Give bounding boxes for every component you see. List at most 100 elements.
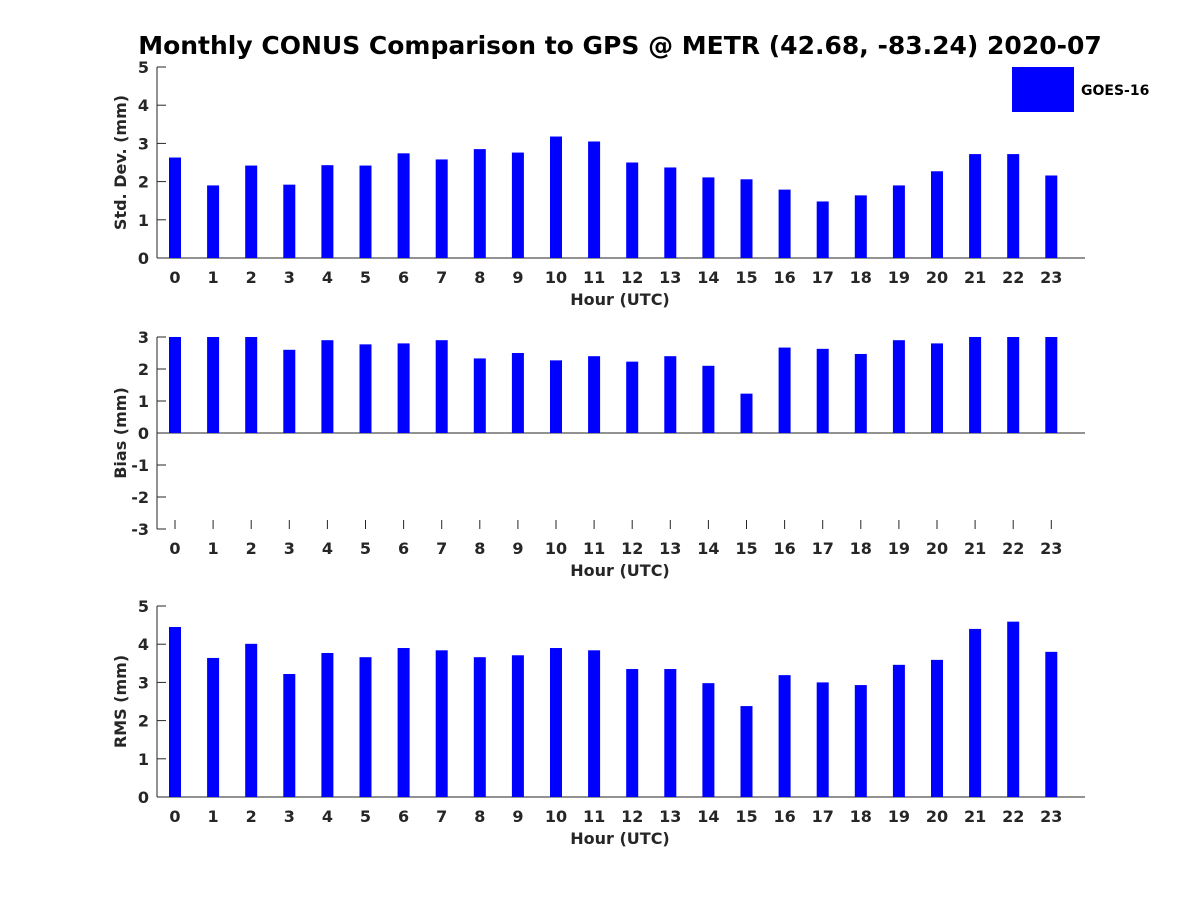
rms-x-tick-label: 15	[735, 807, 757, 826]
std-bar-hour-3	[283, 184, 296, 258]
rms-bar-hour-21	[969, 628, 982, 797]
bias-bar-hour-13	[664, 356, 677, 433]
std-x-tick-label: 9	[512, 268, 523, 287]
bias-x-tick-label: 6	[398, 539, 409, 558]
bias-x-tick-label: 9	[512, 539, 523, 558]
bias-y-tick-label: -2	[131, 488, 149, 507]
std-x-tick-label: 22	[1002, 268, 1024, 287]
std-bar-hour-1	[207, 185, 220, 258]
rms-x-tick-label: 2	[246, 807, 257, 826]
bias-bar-hour-23	[1045, 337, 1058, 433]
bias-x-tick-label: 16	[773, 539, 795, 558]
std-x-tick-label: 18	[850, 268, 872, 287]
rms-y-tick-label: 2	[138, 712, 149, 731]
rms-bar-hour-12	[626, 669, 639, 797]
bias-y-tick-label: -3	[131, 520, 149, 539]
rms-x-axis-label: Hour (UTC)	[570, 829, 670, 848]
std-x-tick-label: 3	[284, 268, 295, 287]
rms-bar-hour-0	[169, 627, 181, 797]
bias-x-tick-label: 4	[322, 539, 333, 558]
bias-bar-hour-22	[1007, 337, 1020, 433]
rms-x-tick-label: 19	[888, 807, 910, 826]
bias-x-tick-label: 12	[621, 539, 643, 558]
bias-y-axis-label: Bias (mm)	[111, 387, 130, 479]
rms-bar-hour-20	[931, 659, 943, 797]
rms-x-tick-label: 11	[583, 807, 605, 826]
rms-x-tick-label: 20	[926, 807, 948, 826]
std-x-tick-label: 4	[322, 268, 333, 287]
rms-x-tick-label: 9	[512, 807, 523, 826]
rms-x-tick-label: 12	[621, 807, 643, 826]
legend-swatch-goes-16	[1012, 67, 1074, 112]
bias-y-tick-label: 3	[138, 328, 149, 347]
bias-x-tick-label: 1	[208, 539, 219, 558]
bias-x-tick-label: 21	[964, 539, 986, 558]
rms-bar-hour-8	[473, 657, 486, 797]
bias-bar-hour-7	[435, 340, 448, 433]
bias-bar-hour-10	[550, 360, 562, 433]
rms-x-tick-label: 5	[360, 807, 371, 826]
bias-bar-hour-2	[245, 337, 258, 433]
rms-y-axis-label: RMS (mm)	[111, 655, 130, 748]
std-x-tick-label: 20	[926, 268, 948, 287]
std-x-tick-label: 6	[398, 268, 409, 287]
std-x-tick-label: 15	[735, 268, 757, 287]
std-x-tick-label: 19	[888, 268, 910, 287]
rms-bar-hour-7	[435, 650, 448, 797]
std-x-tick-label: 1	[208, 268, 219, 287]
bias-x-tick-label: 5	[360, 539, 371, 558]
rms-x-tick-label: 14	[697, 807, 719, 826]
rms-y-tick-label: 5	[138, 597, 149, 616]
std-y-tick-label: 2	[138, 173, 149, 192]
legend-label-goes-16: GOES-16	[1081, 83, 1149, 99]
bias-x-tick-label: 18	[850, 539, 872, 558]
rms-x-tick-label: 6	[398, 807, 409, 826]
std-x-axis-label: Hour (UTC)	[570, 290, 670, 309]
bias-bar-hour-14	[702, 365, 715, 433]
std-bar-hour-17	[816, 201, 829, 258]
rms-bar-hour-13	[664, 669, 677, 797]
bias-x-tick-label: 10	[545, 539, 567, 558]
std-bar-hour-14	[702, 177, 715, 258]
std-bar-hour-21	[969, 154, 982, 258]
std-x-tick-label: 10	[545, 268, 567, 287]
rms-bar-hour-1	[207, 657, 220, 797]
std-bar-hour-19	[892, 185, 905, 258]
std-y-tick-label: 4	[138, 96, 149, 115]
std-x-tick-label: 12	[621, 268, 643, 287]
bias-x-tick-label: 15	[735, 539, 757, 558]
bias-bar-hour-17	[816, 348, 829, 433]
bias-x-tick-label: 3	[284, 539, 295, 558]
std-bar-hour-5	[359, 165, 372, 258]
bias-bar-hour-1	[207, 337, 220, 433]
bias-x-tick-label: 2	[246, 539, 257, 558]
rms-x-tick-label: 1	[208, 807, 219, 826]
bias-y-tick-label: 0	[138, 424, 149, 443]
rms-bar-hour-18	[854, 685, 867, 797]
rms-bar-hour-15	[740, 706, 753, 797]
bias-bar-hour-18	[854, 353, 867, 433]
chart-title: Monthly CONUS Comparison to GPS @ METR (…	[138, 31, 1102, 60]
bias-x-tick-label: 8	[474, 539, 485, 558]
bias-x-tick-label: 19	[888, 539, 910, 558]
bias-bar-hour-9	[511, 353, 524, 433]
rms-bar-hour-10	[550, 648, 562, 797]
std-bar-hour-7	[435, 159, 448, 258]
rms-bar-hour-23	[1045, 651, 1058, 797]
rms-bar-hour-9	[511, 655, 524, 797]
std-bar-hour-8	[473, 149, 486, 258]
std-bar-hour-12	[626, 162, 639, 258]
std-x-tick-label: 17	[812, 268, 834, 287]
std-y-tick-label: 1	[138, 211, 149, 230]
rms-bar-hour-22	[1007, 621, 1020, 797]
bias-y-tick-label: -1	[131, 456, 149, 475]
std-bar-hour-13	[664, 167, 677, 258]
rms-x-tick-label: 3	[284, 807, 295, 826]
bias-bar-hour-11	[588, 356, 601, 433]
bias-x-tick-label: 7	[436, 539, 447, 558]
rms-x-tick-label: 0	[169, 807, 180, 826]
legend: GOES-16	[1012, 67, 1149, 112]
